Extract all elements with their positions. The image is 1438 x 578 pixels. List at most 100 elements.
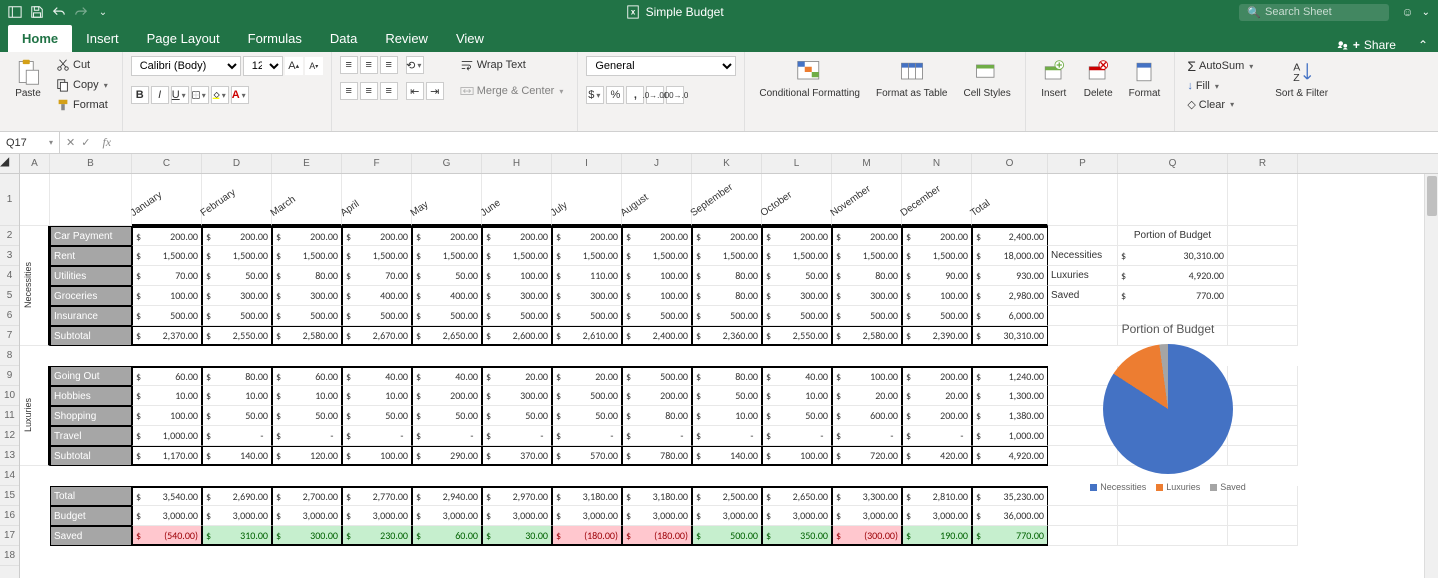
data-cell[interactable]: $10.00 bbox=[692, 406, 762, 426]
total-label[interactable]: Budget bbox=[50, 506, 132, 526]
subtotal-cell[interactable]: $100.00 bbox=[342, 446, 412, 466]
total-cell[interactable]: $2,970.00 bbox=[482, 486, 552, 506]
select-all-corner[interactable]: ◢ bbox=[0, 154, 19, 174]
data-cell[interactable]: $90.00 bbox=[902, 266, 972, 286]
cell-styles-button[interactable]: Cell Styles bbox=[958, 56, 1017, 101]
data-cell[interactable]: $- bbox=[272, 426, 342, 446]
column-header[interactable]: A bbox=[20, 154, 50, 173]
cell[interactable] bbox=[1228, 526, 1298, 546]
row-header[interactable]: 6 bbox=[0, 306, 19, 326]
subtotal-cell[interactable]: $2,400.00 bbox=[622, 326, 692, 346]
column-header[interactable]: M bbox=[832, 154, 902, 173]
fill-button[interactable]: ↓Fill▾ bbox=[1183, 78, 1259, 94]
total-cell[interactable]: $60.00 bbox=[412, 526, 482, 546]
subtotal-cell[interactable]: $2,370.00 bbox=[132, 326, 202, 346]
currency-button[interactable]: $▾ bbox=[586, 86, 604, 104]
data-cell[interactable]: $50.00 bbox=[762, 406, 832, 426]
data-cell[interactable]: $500.00 bbox=[762, 306, 832, 326]
data-cell[interactable]: $- bbox=[832, 426, 902, 446]
shrink-font-button[interactable]: A▾ bbox=[305, 57, 323, 75]
clear-button[interactable]: ◇Clear▾ bbox=[1183, 96, 1259, 113]
total-cell[interactable]: $3,000.00 bbox=[902, 506, 972, 526]
subtotal-cell[interactable]: $120.00 bbox=[272, 446, 342, 466]
data-cell[interactable]: $70.00 bbox=[132, 266, 202, 286]
month-header[interactable]: August bbox=[622, 174, 692, 226]
data-cell[interactable]: $100.00 bbox=[132, 286, 202, 306]
font-color-button[interactable]: A▾ bbox=[231, 86, 249, 104]
wrap-text-button[interactable]: Wrap Text bbox=[456, 56, 570, 74]
data-cell[interactable]: $1,500.00 bbox=[272, 246, 342, 266]
align-top-button[interactable]: ≡ bbox=[340, 56, 358, 74]
data-cell[interactable]: $110.00 bbox=[552, 266, 622, 286]
column-header[interactable]: Q bbox=[1118, 154, 1228, 173]
total-cell[interactable]: $3,180.00 bbox=[622, 486, 692, 506]
data-cell[interactable]: $50.00 bbox=[692, 386, 762, 406]
data-cell[interactable]: $20.00 bbox=[902, 386, 972, 406]
total-cell[interactable]: $3,000.00 bbox=[482, 506, 552, 526]
row-header[interactable]: 13 bbox=[0, 446, 19, 466]
data-cell[interactable]: $1,000.00 bbox=[972, 426, 1048, 446]
column-header[interactable]: E bbox=[272, 154, 342, 173]
data-cell[interactable]: $300.00 bbox=[482, 386, 552, 406]
cut-button[interactable]: Cut bbox=[52, 56, 114, 74]
data-cell[interactable]: $2,400.00 bbox=[972, 226, 1048, 246]
row-header[interactable]: 7 bbox=[0, 326, 19, 346]
total-label[interactable]: Saved bbox=[50, 526, 132, 546]
subtotal-label[interactable]: Subtotal bbox=[50, 326, 132, 346]
total-cell[interactable]: $2,940.00 bbox=[412, 486, 482, 506]
portion-label[interactable]: Necessities bbox=[1048, 246, 1118, 266]
data-cell[interactable]: $50.00 bbox=[202, 266, 272, 286]
data-cell[interactable]: $500.00 bbox=[272, 306, 342, 326]
data-cell[interactable]: $300.00 bbox=[202, 286, 272, 306]
outdent-button[interactable]: ⇤ bbox=[406, 82, 424, 100]
data-cell[interactable]: $60.00 bbox=[272, 366, 342, 386]
align-middle-button[interactable]: ≡ bbox=[360, 56, 378, 74]
data-cell[interactable]: $500.00 bbox=[482, 306, 552, 326]
cell[interactable] bbox=[1228, 286, 1298, 306]
data-cell[interactable]: $10.00 bbox=[132, 386, 202, 406]
row-label[interactable]: Utilities bbox=[50, 266, 132, 286]
total-cell[interactable]: $35,230.00 bbox=[972, 486, 1048, 506]
subtotal-cell[interactable]: $370.00 bbox=[482, 446, 552, 466]
data-cell[interactable]: $200.00 bbox=[692, 226, 762, 246]
total-cell[interactable]: $300.00 bbox=[272, 526, 342, 546]
data-cell[interactable]: $500.00 bbox=[902, 306, 972, 326]
total-cell[interactable]: $3,300.00 bbox=[832, 486, 902, 506]
total-cell[interactable]: $3,000.00 bbox=[342, 506, 412, 526]
row-label[interactable]: Hobbies bbox=[50, 386, 132, 406]
subtotal-cell[interactable]: $2,550.00 bbox=[762, 326, 832, 346]
search-input[interactable] bbox=[1265, 6, 1381, 18]
subtotal-cell[interactable]: $420.00 bbox=[902, 446, 972, 466]
column-header[interactable]: H bbox=[482, 154, 552, 173]
column-header[interactable]: N bbox=[902, 154, 972, 173]
portion-value[interactable]: $4,920.00 bbox=[1118, 266, 1228, 286]
total-cell[interactable]: $2,500.00 bbox=[692, 486, 762, 506]
subtotal-cell[interactable]: $4,920.00 bbox=[972, 446, 1048, 466]
data-cell[interactable]: $18,000.00 bbox=[972, 246, 1048, 266]
subtotal-cell[interactable]: $2,360.00 bbox=[692, 326, 762, 346]
data-cell[interactable]: $600.00 bbox=[832, 406, 902, 426]
format-table-button[interactable]: Format as Table bbox=[870, 56, 954, 101]
subtotal-cell[interactable]: $140.00 bbox=[202, 446, 272, 466]
redo-icon[interactable] bbox=[74, 5, 88, 19]
data-cell[interactable]: $500.00 bbox=[552, 306, 622, 326]
data-cell[interactable]: $50.00 bbox=[552, 406, 622, 426]
total-cell[interactable]: $3,000.00 bbox=[412, 506, 482, 526]
data-cell[interactable]: $1,500.00 bbox=[762, 246, 832, 266]
align-bottom-button[interactable]: ≡ bbox=[380, 56, 398, 74]
month-header[interactable]: May bbox=[412, 174, 482, 226]
total-cell[interactable]: $2,690.00 bbox=[202, 486, 272, 506]
column-header[interactable]: B bbox=[50, 154, 132, 173]
data-cell[interactable]: $500.00 bbox=[692, 306, 762, 326]
data-cell[interactable]: $1,380.00 bbox=[972, 406, 1048, 426]
data-cell[interactable]: $- bbox=[622, 426, 692, 446]
data-cell[interactable]: $200.00 bbox=[902, 366, 972, 386]
total-cell[interactable]: $2,770.00 bbox=[342, 486, 412, 506]
month-header[interactable]: January bbox=[132, 174, 202, 226]
cell[interactable] bbox=[50, 174, 132, 226]
sort-filter-button[interactable]: AZSort & Filter bbox=[1269, 56, 1334, 101]
data-cell[interactable]: $2,980.00 bbox=[972, 286, 1048, 306]
row-label[interactable]: Groceries bbox=[50, 286, 132, 306]
data-cell[interactable]: $10.00 bbox=[762, 386, 832, 406]
total-cell[interactable]: $3,000.00 bbox=[832, 506, 902, 526]
